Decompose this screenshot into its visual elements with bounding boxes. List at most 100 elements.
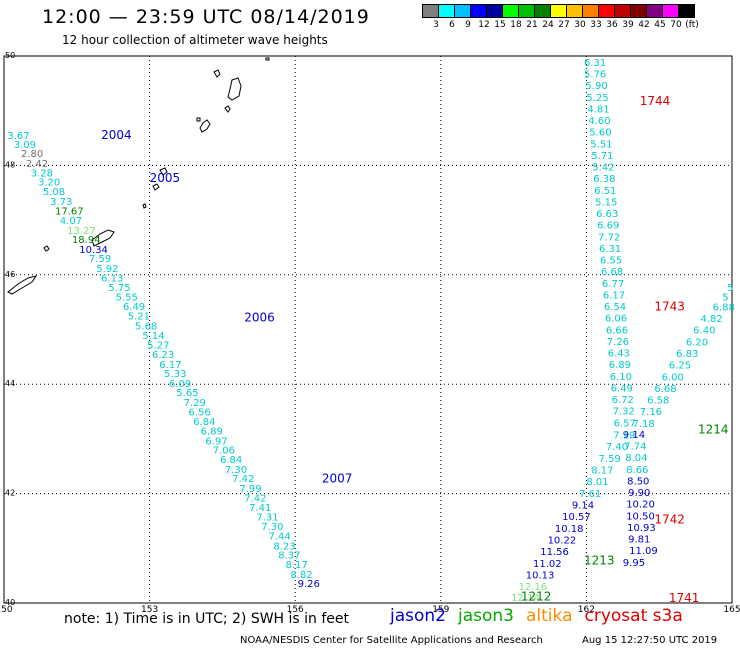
lat-tick-label: 42: [5, 489, 15, 498]
lat-tick-label: 50: [5, 51, 15, 60]
legend-label: 42: [638, 20, 650, 30]
wave-height-reading: 4.82: [700, 314, 722, 325]
legend-label: 27: [558, 20, 570, 30]
wave-height-reading: 9.95: [623, 558, 645, 569]
wave-height-reading: 2.80: [21, 149, 43, 160]
wave-height-reading: 10.18: [555, 524, 584, 535]
wave-height-reading: 6.38: [593, 174, 615, 185]
coastline: [7, 275, 38, 295]
wave-height-reading: 7.42: [232, 474, 254, 485]
wave-height-reading: 13.27: [67, 226, 96, 237]
wave-height-reading: 6.17: [159, 360, 181, 371]
wave-height-reading: 5.55: [116, 293, 138, 304]
lat-tick-label: 48: [5, 160, 15, 169]
pass-label: 1214: [698, 422, 729, 436]
wave-height-reading: 5.65: [176, 388, 198, 399]
wave-height-reading: 7.19: [613, 430, 635, 441]
wave-height-reading: 5.33: [164, 369, 186, 380]
wave-height-reading: 6.31: [584, 58, 606, 69]
wave-height-reading: 4.81: [587, 104, 609, 115]
wave-height-reading: 5.21: [128, 312, 150, 323]
legend-label: 24: [542, 20, 554, 30]
pass-label: 1213: [584, 554, 615, 568]
wave-height-reading: 6.55: [600, 255, 622, 266]
legend-label: 36: [606, 20, 618, 30]
wave-height-reading: 7.16: [640, 407, 662, 418]
wave-height-reading: 8.50: [627, 476, 649, 487]
wave-height-reading: 6.69: [597, 220, 619, 231]
wave-height-reading: 6.56: [188, 407, 210, 418]
wave-height-reading: 5: [722, 293, 728, 304]
wave-height-reading: 6.68: [601, 267, 623, 278]
wave-height-reading: 8.66: [626, 465, 648, 476]
map-title: 12:00 — 23:59 UTC 08/14/2019: [42, 6, 370, 28]
lon-tick-label: 150: [0, 605, 13, 615]
wave-height-reading: 7.30: [261, 522, 283, 533]
satellite-cryosat-s3a: cryosat s3a: [584, 606, 683, 626]
wave-height-reading: 6.25: [669, 360, 691, 371]
pass-label: 1741: [669, 591, 700, 605]
wave-height-reading: 5: [727, 283, 733, 294]
credit-line: NOAA/NESDIS Center for Satellite Applica…: [240, 635, 543, 646]
legend-label: 33: [590, 20, 602, 30]
wave-height-reading: 3.73: [50, 197, 72, 208]
wave-height-reading: 9.90: [628, 488, 650, 499]
coastline: [43, 245, 50, 252]
wave-height-reading: 7.72: [598, 232, 620, 243]
wave-height-reading: 6.57: [614, 418, 636, 429]
map-subtitle: 12 hour collection of altimeter wave hei…: [62, 33, 328, 47]
satellite-legend: jason2 jason3 altika cryosat s3a: [390, 606, 695, 626]
wave-height-reading: 6.89: [201, 427, 223, 438]
legend-label: 70: [670, 20, 682, 30]
wave-height-reading: 17.67: [55, 207, 84, 218]
wave-height-reading: 10.20: [626, 499, 655, 510]
wave-height-reading: 6.63: [596, 209, 618, 220]
pass-label: 2005: [150, 171, 181, 185]
wave-height-reading: 10.57: [562, 512, 591, 523]
wave-height-reading: 6.13: [101, 273, 123, 284]
lat-tick-label: 46: [5, 270, 15, 279]
generated-timestamp: Aug 15 12:27:50 UTC 2019: [582, 635, 718, 646]
lon-tick-label: 159: [432, 605, 449, 615]
lon-tick-label: 153: [141, 605, 158, 615]
wave-height-reading: 6.51: [594, 186, 616, 197]
wave-height-reading: 6.83: [676, 349, 698, 360]
wave-height-reading: 7.74: [624, 441, 646, 452]
wave-height-reading: 4.07: [60, 216, 82, 227]
wave-height-reading: 6.20: [686, 337, 708, 348]
wave-height-reading: 7.44: [269, 532, 291, 543]
lat-tick-label: 40: [5, 598, 15, 607]
wave-height-reading: 5.76: [584, 69, 606, 80]
legend-label: (ft): [685, 20, 699, 30]
wave-height-reading: 7.61: [579, 489, 601, 500]
wave-height-reading: 8.01: [586, 477, 608, 488]
pass-label: 1743: [654, 299, 685, 313]
wave-height-reading: 6.00: [662, 372, 684, 383]
wave-height-reading: 6.66: [606, 325, 628, 336]
wave-height-reading: 8.17: [285, 560, 307, 571]
legend-label: 12: [478, 20, 490, 30]
wave-height-reading: 3.09: [14, 140, 36, 151]
wave-height-reading: 2.42: [26, 159, 48, 170]
wave-height-reading: 5.42: [592, 162, 614, 173]
pass-label: 2007: [322, 472, 353, 486]
pass-label: 2006: [244, 310, 275, 324]
wave-height-reading: 7.41: [249, 503, 271, 514]
wave-height-reading: 3.28: [31, 168, 53, 179]
legend-label: 39: [622, 20, 634, 30]
wave-height-reading: 6.09: [169, 379, 191, 390]
map-frame: [3, 55, 733, 604]
wave-height-reading: 6.23: [152, 350, 174, 361]
wave-height-reading: 7.59: [599, 454, 621, 465]
wave-height-reading: 11.56: [540, 547, 569, 558]
legend-swatch: [678, 4, 695, 18]
wave-height-reading: 6.97: [205, 436, 227, 447]
coastline: [196, 117, 201, 122]
color-scale-legend: 3 6 9 12 15 18 21 24 27 30 33 36 39 42 45 70 (ft): [422, 4, 700, 30]
wave-height-reading: 12.14: [511, 593, 540, 604]
pass-label: 1742: [654, 513, 685, 527]
coastline: [224, 105, 231, 113]
wave-height-reading: 10.34: [79, 245, 108, 256]
wave-height-reading: 5.71: [591, 151, 613, 162]
